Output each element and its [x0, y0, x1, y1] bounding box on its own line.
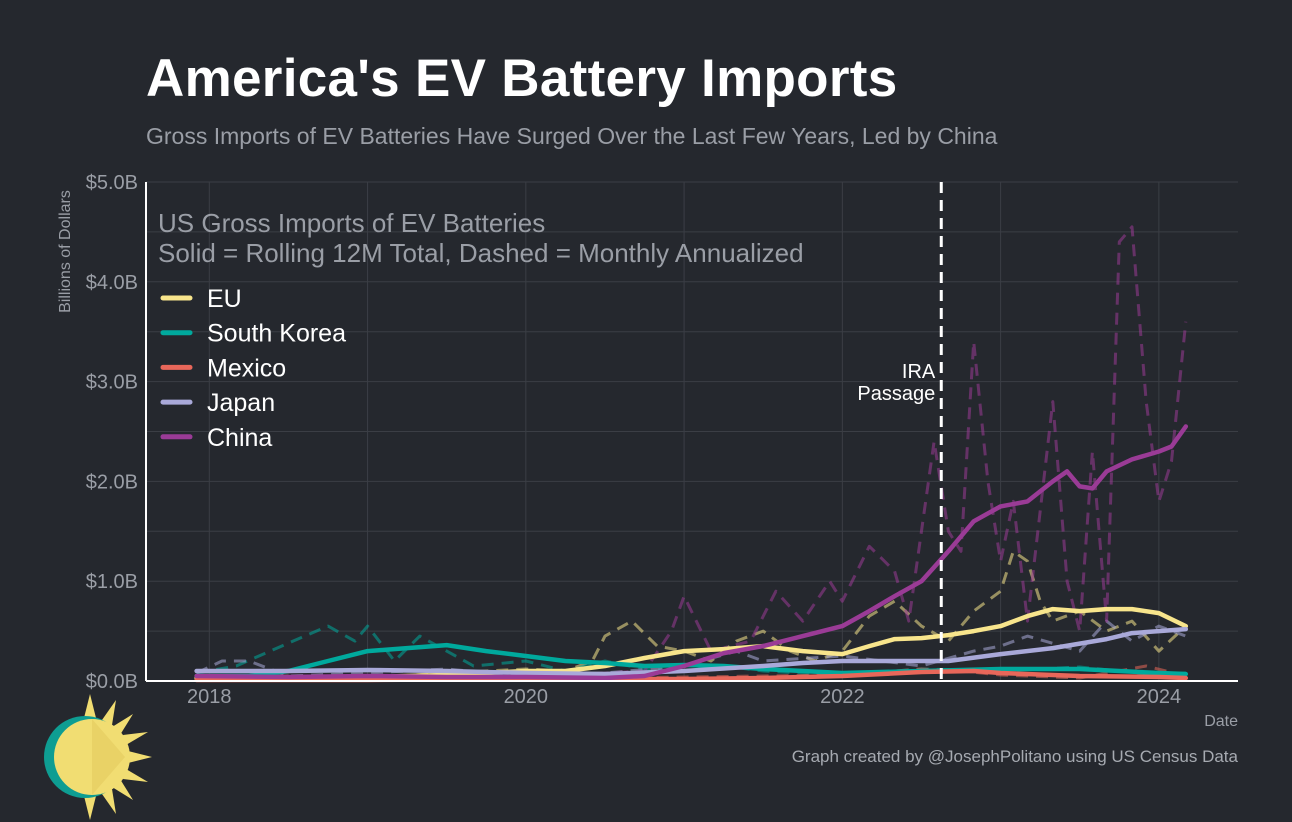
legend-title: US Gross Imports of EV Batteries: [158, 208, 545, 238]
rolling-12m-series: [194, 424, 1189, 683]
legend-title: Solid = Rolling 12M Total, Dashed = Mont…: [158, 238, 804, 268]
page-title: America's EV Battery Imports: [146, 49, 898, 108]
axes: $0.0B $1.0B $2.0B $3.0B $4.0B $5.0B 2018 2020 20…: [57, 172, 1238, 730]
legend-label-japan: Japan: [207, 389, 275, 417]
series-china-rolling-line: [194, 424, 1189, 681]
series-china-monthly-line: [196, 225, 1188, 680]
legend-label-south-korea: South Korea: [207, 320, 346, 348]
y-tick-label: $5.0B: [86, 172, 138, 194]
x-tick-label: 2020: [504, 686, 549, 708]
legend-label-china: China: [207, 424, 272, 452]
x-tick-label: 2024: [1137, 686, 1182, 708]
source-credit: Graph created by @JosephPolitano using U…: [791, 747, 1238, 766]
legend-label-mexico: Mexico: [207, 354, 286, 382]
x-axis-label: Date: [1204, 713, 1238, 730]
y-tick-label: $3.0B: [86, 372, 138, 394]
sun-logo-icon: [44, 694, 152, 820]
y-tick-label: $2.0B: [86, 471, 138, 493]
y-tick-label: $0.0B: [86, 671, 138, 693]
legend-label-eu: EU: [207, 285, 242, 313]
ira-passage-label: IRA: [902, 361, 936, 383]
page-subtitle: Gross Imports of EV Batteries Have Surge…: [146, 123, 998, 149]
x-tick-label: 2022: [820, 686, 865, 708]
series-japan-rolling-line: [194, 626, 1189, 677]
ira-passage-label: Passage: [857, 383, 935, 405]
y-axis-label: Billions of Dollars: [57, 190, 74, 313]
y-tick-label: $4.0B: [86, 272, 138, 294]
x-tick-label: 2018: [187, 686, 232, 708]
y-tick-label: $1.0B: [86, 571, 138, 593]
gridlines: [146, 181, 1238, 682]
